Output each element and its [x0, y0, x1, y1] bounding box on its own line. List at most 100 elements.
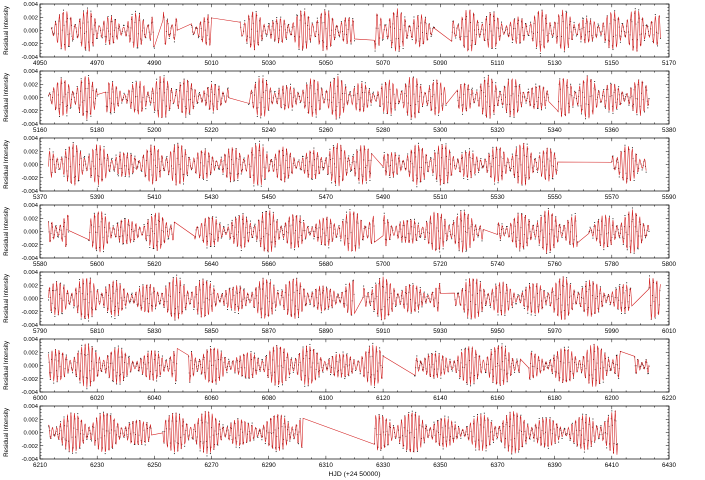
data-point [574, 90, 576, 92]
data-point [414, 375, 415, 377]
data-point [165, 360, 167, 362]
data-point [137, 47, 139, 49]
data-point [328, 358, 330, 360]
data-point [276, 219, 278, 221]
y-tick-label: 0.002 [23, 149, 38, 155]
data-point [335, 184, 337, 186]
data-point [432, 171, 434, 173]
data-point [636, 114, 638, 116]
data-point [515, 146, 517, 148]
data-point [191, 24, 192, 26]
data-point [219, 300, 220, 302]
data-point [419, 360, 421, 362]
data-point [480, 158, 482, 159]
data-point [280, 16, 282, 18]
data-point [55, 225, 57, 227]
data-point [91, 316, 93, 318]
data-point [329, 148, 331, 150]
data-point [504, 314, 506, 316]
x-tick-label: 5580 [33, 261, 48, 268]
data-point [304, 385, 306, 387]
data-point [295, 166, 297, 168]
data-point [538, 244, 540, 246]
data-point [219, 168, 220, 170]
data-point [573, 21, 575, 23]
x-tick-label: 6180 [548, 395, 563, 402]
data-point [510, 167, 512, 169]
data-point [260, 185, 262, 187]
data-point [172, 103, 174, 105]
data-point [652, 40, 654, 42]
data-point [231, 309, 233, 311]
data-point [423, 178, 425, 180]
data-point [424, 16, 426, 18]
data-point [143, 224, 145, 225]
data-point [346, 353, 348, 355]
data-point [132, 361, 134, 363]
x-tick-label: 5320 [490, 127, 505, 134]
data-point [502, 103, 504, 105]
model-fit-line [48, 75, 650, 120]
data-point [254, 223, 256, 225]
data-point [416, 186, 418, 188]
data-point [519, 250, 521, 252]
data-point [505, 345, 506, 347]
data-point [612, 112, 614, 114]
data-point [435, 178, 437, 180]
data-point [131, 292, 133, 294]
data-point [382, 166, 384, 168]
data-point [566, 11, 568, 13]
data-point [211, 217, 213, 219]
y-tick-label: 0.004 [23, 69, 38, 75]
data-point [299, 102, 301, 104]
data-point [472, 150, 474, 152]
data-point [398, 100, 400, 102]
data-point [427, 353, 429, 355]
light-curve-data [50, 7, 661, 55]
data-point [408, 26, 410, 28]
data-point [80, 150, 82, 152]
data-point [371, 287, 373, 288]
panel-2: 5160 5180 5200 5220 5240 5260 5280 5300 5320 5340… [3, 69, 676, 134]
data-point [283, 238, 285, 240]
data-point [418, 111, 420, 113]
data-point [77, 180, 79, 182]
data-point [604, 41, 606, 43]
data-point [501, 21, 502, 23]
data-point [618, 235, 620, 237]
panel-6: 6000 6020 6040 6060 6080 6100 6120 6140 6160 6180… [3, 337, 676, 402]
data-point [623, 100, 625, 102]
data-point [103, 251, 104, 253]
y-tick-label: 0.002 [23, 82, 38, 88]
data-point [101, 370, 103, 372]
data-point [537, 107, 539, 109]
data-point [253, 306, 255, 308]
data-point [202, 278, 204, 280]
data-point [77, 350, 79, 352]
data-point [123, 92, 125, 94]
data-point [247, 294, 249, 295]
x-tick-label: 6140 [433, 395, 448, 402]
data-point [420, 84, 422, 85]
x-tick-label: 5170 [662, 60, 677, 67]
data-point [401, 241, 403, 243]
data-point [460, 210, 462, 211]
data-point [198, 93, 200, 95]
x-tick-label: 5620 [147, 261, 162, 268]
data-point [424, 238, 426, 240]
data-point [451, 238, 453, 240]
data-point [175, 89, 177, 91]
data-point [419, 237, 421, 238]
data-point [333, 374, 335, 376]
data-point [528, 34, 530, 36]
data-point [599, 31, 601, 33]
data-point [338, 225, 340, 227]
data-point [352, 280, 354, 282]
data-point [152, 248, 154, 250]
data-point [630, 87, 632, 89]
data-point [281, 40, 283, 42]
data-point [207, 87, 209, 88]
data-point [328, 247, 330, 249]
x-tick-label: 5380 [662, 127, 677, 134]
x-tick-label: 5010 [205, 60, 220, 67]
